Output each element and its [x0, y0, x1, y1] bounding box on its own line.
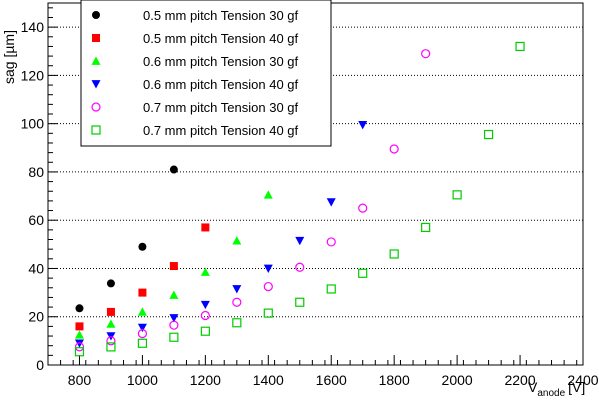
- data-point-s0-p0: [75, 304, 84, 313]
- x-tick-label-1000: 1000: [127, 372, 158, 388]
- legend-markers: [91, 11, 101, 135]
- data-point-s0-p2: [138, 242, 147, 251]
- data-point-s4-p7: [295, 262, 305, 272]
- data-point-s4-p5: [232, 297, 242, 307]
- legend-marker-1: [92, 34, 100, 42]
- data-point-s3-p9: [358, 121, 368, 130]
- data-point-s3-p7: [295, 236, 305, 246]
- data-points: [74, 41, 525, 357]
- y-tick-label-0: 0: [36, 357, 44, 373]
- data-point-s3-p3: [169, 314, 179, 323]
- axis-ticks: 0 20 40 60 80 100 120 140 800 1000 1200 1400 1600 180…: [21, 7, 599, 388]
- data-point-s4-p8: [326, 237, 336, 247]
- series-2: [74, 190, 273, 339]
- y-tick-label-120: 120: [21, 67, 45, 83]
- data-point-s2-p6: [263, 190, 273, 199]
- legend-marker-0: [92, 11, 100, 19]
- data-point-s5-p0: [74, 347, 85, 357]
- x-tick-label-1600: 1600: [316, 372, 347, 388]
- data-point-s5-p7: [295, 297, 305, 307]
- data-point-s5-p11: [421, 222, 431, 233]
- x-tick-label-800: 800: [68, 372, 92, 388]
- x-axis-title-main: V: [528, 379, 538, 395]
- legend-label-5: 0.7 mm pitch Tension 40 gf: [143, 123, 299, 138]
- data-point-s0-p3: [169, 165, 178, 174]
- y-tick-label-140: 140: [21, 19, 45, 35]
- x-tick-label-1200: 1200: [190, 372, 221, 388]
- data-point-s4-p9: [358, 203, 368, 213]
- y-tick-label-20: 20: [28, 309, 44, 325]
- data-point-s2-p0: [74, 330, 84, 339]
- data-point-s2-p1: [106, 319, 116, 328]
- data-point-s5-p12: [452, 190, 462, 200]
- data-point-s3-p5: [232, 285, 242, 294]
- data-point-s5-p8: [326, 284, 336, 294]
- data-point-s4-p3: [169, 320, 179, 330]
- data-point-s2-p3: [169, 290, 179, 299]
- x-tick-label-2400: 2400: [567, 372, 598, 388]
- data-point-s3-p2: [137, 323, 147, 333]
- x-tick-label-1400: 1400: [253, 372, 284, 388]
- data-point-s3-p8: [326, 198, 336, 207]
- data-point-s5-p1: [106, 342, 116, 352]
- legend-label-4: 0.7 mm pitch Tension 30 gf: [143, 100, 299, 115]
- series-4: [74, 49, 431, 352]
- y-tick-label-80: 80: [28, 164, 44, 180]
- data-point-s4-p2: [137, 329, 148, 339]
- legend-marker-2: [91, 56, 101, 65]
- y-tick-label-60: 60: [28, 212, 44, 228]
- data-point-s5-p4: [200, 326, 210, 336]
- data-point-s5-p3: [169, 332, 179, 342]
- x-axis-title: Vanode [V]: [528, 379, 585, 399]
- data-point-s5-p5: [232, 318, 242, 328]
- series-3: [74, 121, 368, 348]
- legend-marker-4: [91, 102, 101, 112]
- data-point-s4-p10: [389, 144, 399, 154]
- data-point-s5-p10: [389, 249, 399, 259]
- legend-marker-3: [91, 80, 101, 89]
- legend-label-0: 0.5 mm pitch Tension 30 gf: [143, 8, 299, 23]
- data-point-s4-p0: [74, 342, 85, 352]
- data-point-s5-p2: [137, 338, 148, 348]
- data-point-s3-p6: [263, 264, 273, 273]
- data-point-s4-p4: [200, 310, 210, 321]
- y-tick-label-40: 40: [28, 260, 44, 276]
- data-point-s5-p13: [483, 129, 494, 140]
- data-point-s4-p6: [263, 281, 273, 292]
- legend-label-3: 0.6 mm pitch Tension 40 gf: [143, 77, 299, 92]
- data-point-s0-p1: [106, 279, 115, 288]
- data-point-s3-p0: [74, 339, 84, 348]
- x-tick-label-2200: 2200: [504, 372, 535, 388]
- x-tick-label-2000: 2000: [442, 372, 473, 388]
- legend-label-2: 0.6 mm pitch Tension 30 gf: [143, 54, 299, 69]
- y-axis-title: sag [µm]: [1, 30, 17, 84]
- data-point-s5-p9: [358, 268, 368, 278]
- data-point-s1-p0: [75, 322, 84, 331]
- series-5: [74, 41, 525, 357]
- x-axis-title-unit: [V]: [568, 379, 585, 395]
- data-point-s3-p4: [200, 300, 210, 310]
- legend-label-1: 0.5 mm pitch Tension 40 gf: [143, 31, 299, 46]
- data-point-s4-p1: [106, 336, 116, 346]
- data-point-s2-p5: [232, 236, 242, 245]
- data-point-s1-p4: [201, 223, 210, 232]
- legend-box: [80, 0, 332, 147]
- data-point-s1-p3: [169, 262, 178, 271]
- data-point-s5-p6: [263, 308, 273, 318]
- data-point-s1-p1: [106, 307, 115, 316]
- data-point-s2-p4: [200, 267, 210, 276]
- data-point-s1-p2: [138, 288, 147, 297]
- y-tick-label-100: 100: [21, 116, 45, 132]
- x-axis-title-subscript: anode: [537, 388, 565, 399]
- series-0: [75, 165, 178, 313]
- x-tick-label-1800: 1800: [379, 372, 410, 388]
- legend-marker-5: [91, 125, 101, 135]
- legend: 0.5 mm pitch Tension 30 gf 0.5 mm pitch …: [80, 0, 332, 147]
- data-point-s5-p14: [515, 41, 525, 52]
- data-point-s2-p2: [137, 307, 147, 316]
- series-1: [75, 223, 210, 331]
- data-point-s4-p11: [421, 49, 431, 59]
